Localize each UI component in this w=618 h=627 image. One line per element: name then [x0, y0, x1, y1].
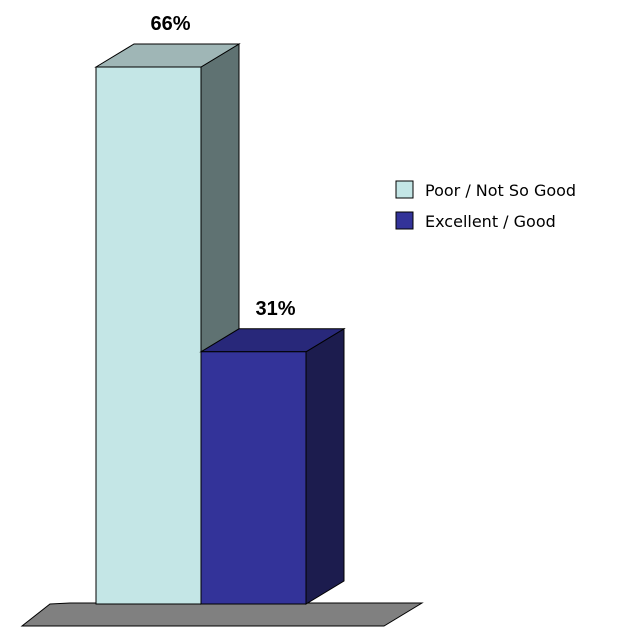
bars-group	[94, 43, 346, 605]
legend: Poor / Not So Good Excellent / Good	[395, 180, 576, 231]
legend-swatch-excellent	[395, 211, 414, 230]
value-labels-group: 66% 31%	[150, 13, 295, 320]
legend-label-poor: Poor / Not So Good	[425, 181, 576, 200]
bar-excellent	[200, 351, 307, 605]
bar-poor	[95, 66, 202, 605]
bar-side-excellent	[305, 327, 345, 605]
value-label-excellent: 31%	[255, 298, 295, 320]
legend-label-excellent: Excellent / Good	[425, 212, 556, 231]
value-label-poor: 66%	[150, 13, 190, 35]
legend-swatch-poor	[395, 180, 414, 199]
chart-floor	[20, 602, 424, 627]
